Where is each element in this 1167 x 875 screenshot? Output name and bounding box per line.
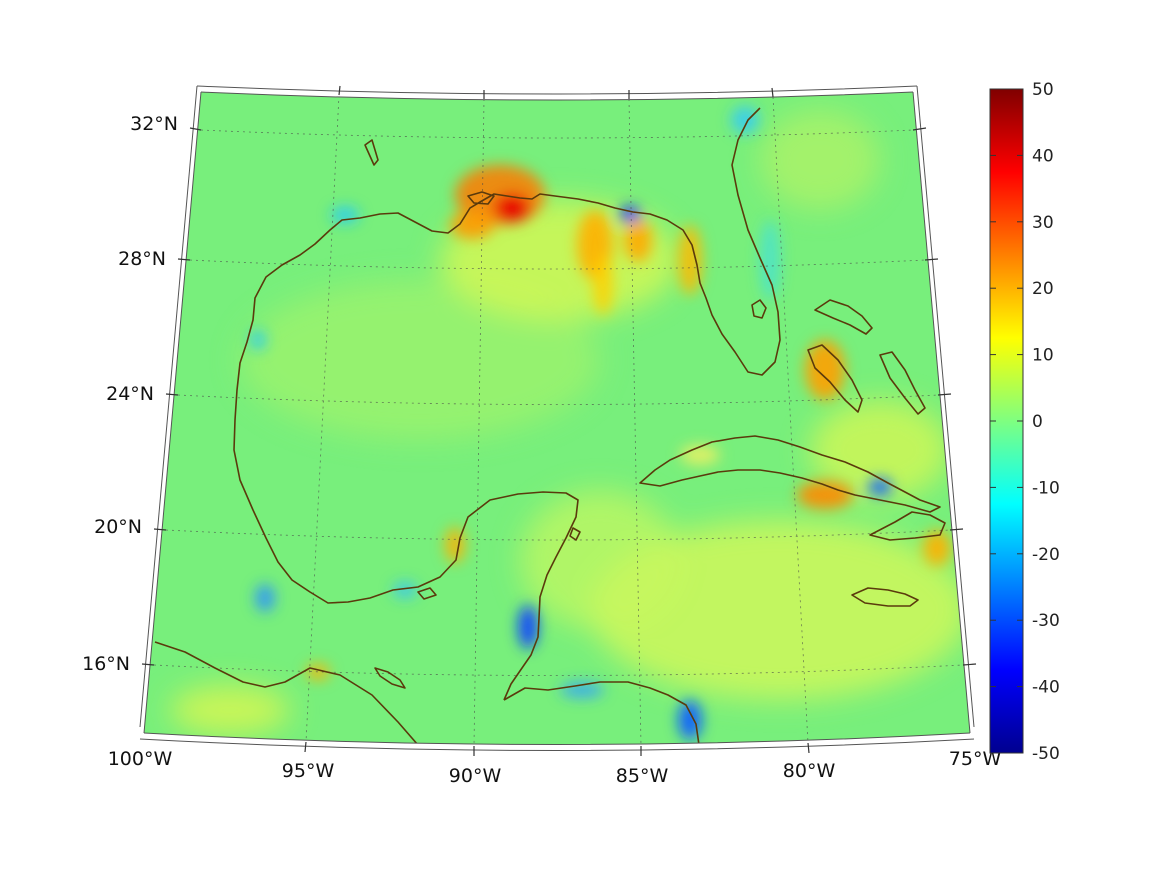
lon-label-90w: 90°W bbox=[449, 765, 502, 787]
coast-bahamas-3 bbox=[879, 351, 926, 415]
lat-label-24n: 24°N bbox=[106, 383, 154, 405]
lat-label-16n: 16°N bbox=[82, 653, 130, 675]
coast-texas-bays bbox=[364, 139, 379, 166]
colorbar-tick-label: 0 bbox=[1032, 412, 1043, 432]
colorbar-tick-label: 10 bbox=[1032, 346, 1054, 366]
lon-label-80w: 80°W bbox=[783, 760, 836, 782]
coast-central-america bbox=[503, 681, 700, 745]
colorbar-tick-label: 40 bbox=[1032, 146, 1054, 166]
graticule bbox=[153, 94, 964, 745]
colorbar-ticks: 50 40 30 20 10 0 -10 -20 -30 -40 -50 bbox=[990, 80, 1060, 764]
lon-label-75w: 75°W bbox=[949, 748, 1002, 770]
coast-hispaniola bbox=[869, 511, 946, 541]
coast-campeche-lagoon bbox=[417, 587, 437, 600]
colorbar-tick-label: -20 bbox=[1032, 545, 1060, 565]
colorbar-tick-label: -30 bbox=[1032, 611, 1060, 631]
lon-label-85w: 85°W bbox=[616, 765, 669, 787]
lat-label-32n: 32°N bbox=[130, 113, 178, 135]
map-area bbox=[144, 92, 970, 745]
map-frame bbox=[139, 85, 975, 751]
coast-bahamas-2 bbox=[807, 344, 863, 413]
lon-label-95w: 95°W bbox=[282, 760, 335, 782]
coast-bahamas-1 bbox=[814, 299, 873, 335]
field-anomalies-strong bbox=[250, 106, 951, 740]
lon-label-100w: 100°W bbox=[108, 748, 173, 770]
colorbar: 50 40 30 20 10 0 -10 -20 -30 -40 -50 bbox=[989, 80, 1060, 764]
lat-label-20n: 20°N bbox=[94, 516, 142, 538]
coast-lake-okeechobee bbox=[751, 299, 767, 319]
coastlines bbox=[154, 107, 946, 745]
colorbar-tick-label: -40 bbox=[1032, 678, 1060, 698]
coast-gulf-mainland bbox=[233, 107, 781, 701]
coast-lake-pontchartrain bbox=[467, 191, 495, 205]
colorbar-tick-label: 50 bbox=[1032, 80, 1054, 100]
coast-cuba bbox=[639, 435, 941, 513]
coast-yucatan-islands bbox=[569, 527, 581, 541]
field-anomalies-broad bbox=[170, 110, 970, 735]
coast-pacific-mexico bbox=[154, 641, 419, 745]
lat-label-28n: 28°N bbox=[118, 248, 166, 270]
colorbar-tick-label: -50 bbox=[1032, 744, 1060, 764]
coast-lake-nicaragua-hint bbox=[374, 667, 406, 689]
colorbar-tick-label: 30 bbox=[1032, 213, 1054, 233]
colorbar-tick-label: 20 bbox=[1032, 279, 1054, 299]
colorbar-tick-label: -10 bbox=[1032, 478, 1060, 498]
coast-jamaica bbox=[851, 587, 919, 607]
tick-marks bbox=[141, 85, 977, 756]
